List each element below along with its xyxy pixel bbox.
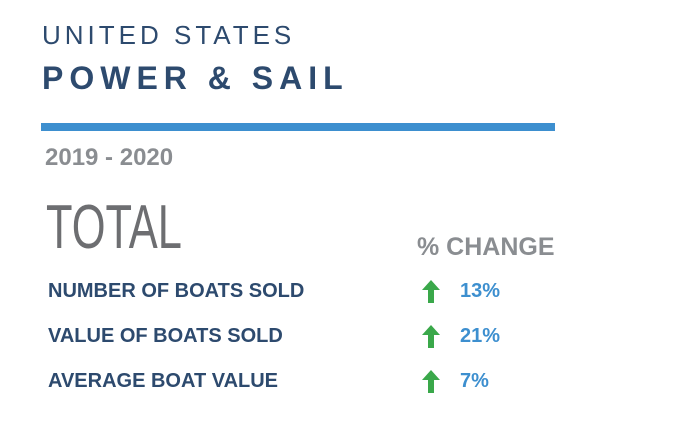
row-change: 7% bbox=[460, 370, 489, 392]
up-arrow bbox=[420, 323, 442, 349]
row-change: 13% bbox=[460, 280, 501, 302]
period: 2019 - 2020 bbox=[45, 144, 174, 171]
divider bbox=[41, 123, 555, 131]
arrow-icon bbox=[422, 280, 440, 303]
total-heading: TOTAL bbox=[46, 193, 182, 262]
arrow-icon bbox=[422, 325, 440, 348]
country: UNITED STATES bbox=[42, 20, 296, 50]
row-label: AVERAGE BOAT VALUE bbox=[48, 370, 279, 392]
row-label: VALUE OF BOATS SOLD bbox=[48, 325, 283, 347]
arrow-icon bbox=[422, 370, 440, 393]
up-arrow bbox=[420, 368, 442, 394]
row-change: 21% bbox=[460, 325, 501, 347]
change-heading: % CHANGE bbox=[417, 233, 555, 261]
row-label: NUMBER OF BOATS SOLD bbox=[48, 280, 305, 302]
up-arrow bbox=[420, 278, 442, 304]
title: POWER & SAIL bbox=[42, 60, 349, 96]
